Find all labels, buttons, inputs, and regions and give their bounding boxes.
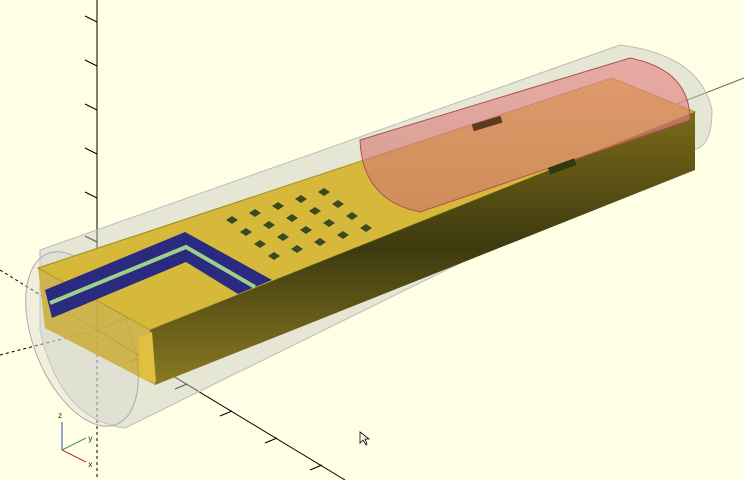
axis-indicator: [61, 422, 87, 463]
hole: [254, 240, 266, 248]
slot: [547, 158, 577, 175]
tick: [219, 410, 233, 417]
hole: [337, 231, 349, 239]
hole: [360, 224, 372, 232]
hole: [277, 233, 289, 241]
hole: [240, 228, 252, 236]
hole: [295, 195, 307, 203]
slot: [471, 115, 503, 132]
axis-label: z: [58, 411, 62, 420]
tick: [84, 59, 98, 67]
tick: [84, 191, 98, 199]
hole: [332, 200, 344, 208]
hole: [268, 252, 280, 260]
axis-ticks: [84, 15, 323, 471]
hole: [272, 202, 284, 210]
hole: [318, 188, 330, 196]
hole: [286, 214, 298, 222]
battery: [359, 57, 691, 213]
tick: [264, 437, 278, 444]
hole: [300, 226, 312, 234]
board-edge: [138, 332, 156, 382]
tick: [309, 464, 323, 471]
trace-green: [49, 244, 257, 305]
trace-blue: [45, 232, 272, 318]
hole: [291, 245, 303, 253]
hole: [314, 238, 326, 246]
board-front: [150, 112, 695, 385]
tick: [84, 235, 98, 243]
hole: [226, 216, 238, 224]
tick: [174, 383, 188, 390]
tick: [84, 15, 98, 23]
tick: [84, 103, 98, 111]
hole: [346, 212, 358, 220]
axis-label: y: [88, 434, 93, 443]
tick: [84, 147, 98, 155]
hole: [323, 219, 335, 227]
hole: [249, 209, 261, 217]
mouse-cursor: [359, 431, 371, 446]
hole: [263, 221, 275, 229]
axis-label: x: [88, 460, 93, 469]
hole-grid: [226, 188, 372, 260]
hole: [309, 207, 321, 215]
